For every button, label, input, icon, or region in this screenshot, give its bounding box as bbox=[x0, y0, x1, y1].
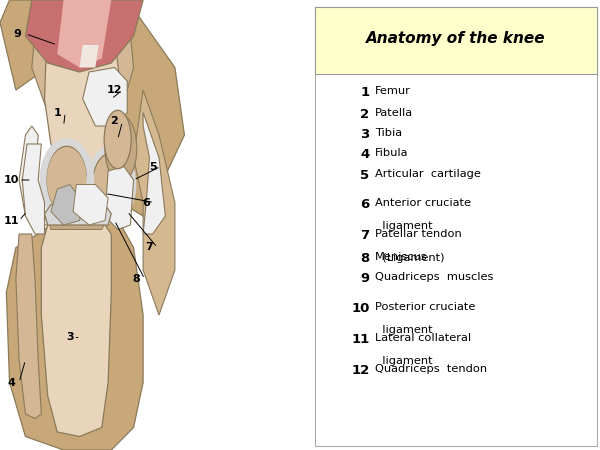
Text: ligament: ligament bbox=[376, 356, 433, 366]
Text: ligament: ligament bbox=[376, 221, 433, 231]
Polygon shape bbox=[134, 90, 175, 315]
Text: Patella: Patella bbox=[376, 108, 413, 118]
Text: (Ligament): (Ligament) bbox=[376, 253, 445, 263]
Text: Quadriceps  tendon: Quadriceps tendon bbox=[376, 364, 487, 374]
Text: Patellar tendon: Patellar tendon bbox=[376, 230, 462, 239]
Text: 2: 2 bbox=[110, 117, 118, 126]
Text: 12: 12 bbox=[352, 364, 370, 378]
Polygon shape bbox=[83, 68, 127, 126]
Text: 5: 5 bbox=[149, 162, 157, 171]
Text: ligament: ligament bbox=[376, 325, 433, 335]
Text: 2: 2 bbox=[361, 108, 370, 121]
Text: Meniscus: Meniscus bbox=[376, 252, 428, 262]
Polygon shape bbox=[16, 234, 41, 418]
Polygon shape bbox=[44, 205, 112, 225]
Text: 9: 9 bbox=[361, 272, 370, 285]
Ellipse shape bbox=[46, 146, 88, 214]
Ellipse shape bbox=[105, 115, 137, 182]
Text: 7: 7 bbox=[361, 230, 370, 243]
Text: Anterior cruciate: Anterior cruciate bbox=[376, 198, 472, 208]
Text: Quadriceps  muscles: Quadriceps muscles bbox=[376, 272, 494, 282]
FancyBboxPatch shape bbox=[315, 7, 597, 74]
Text: Articular  cartilage: Articular cartilage bbox=[376, 169, 481, 179]
Text: 1: 1 bbox=[53, 108, 61, 117]
Text: 7: 7 bbox=[146, 243, 154, 252]
Polygon shape bbox=[0, 0, 184, 216]
Polygon shape bbox=[7, 216, 143, 450]
Polygon shape bbox=[25, 0, 143, 72]
Polygon shape bbox=[57, 206, 92, 220]
Text: 3: 3 bbox=[66, 333, 74, 342]
Ellipse shape bbox=[104, 110, 131, 169]
Text: 8: 8 bbox=[133, 274, 140, 284]
Polygon shape bbox=[73, 184, 108, 225]
Text: 11: 11 bbox=[352, 333, 370, 346]
Text: 9: 9 bbox=[14, 29, 22, 39]
Text: Anatomy of the knee: Anatomy of the knee bbox=[366, 31, 546, 46]
Text: 4: 4 bbox=[7, 378, 15, 387]
Polygon shape bbox=[48, 207, 108, 230]
Text: 10: 10 bbox=[4, 175, 19, 185]
Text: 10: 10 bbox=[351, 302, 370, 315]
Polygon shape bbox=[79, 45, 98, 68]
Polygon shape bbox=[41, 216, 112, 436]
Polygon shape bbox=[22, 144, 44, 234]
Polygon shape bbox=[143, 112, 166, 234]
Text: Posterior cruciate: Posterior cruciate bbox=[376, 302, 476, 311]
Polygon shape bbox=[51, 184, 83, 225]
Text: Tibia: Tibia bbox=[376, 128, 403, 138]
Text: 1: 1 bbox=[361, 86, 370, 99]
Text: 12: 12 bbox=[107, 85, 122, 95]
Text: Fibula: Fibula bbox=[376, 148, 409, 158]
FancyBboxPatch shape bbox=[315, 7, 597, 446]
Text: 3: 3 bbox=[361, 128, 370, 141]
Text: 5: 5 bbox=[361, 169, 370, 182]
Ellipse shape bbox=[92, 153, 130, 216]
Text: 6: 6 bbox=[361, 198, 370, 211]
Text: Lateral collateral: Lateral collateral bbox=[376, 333, 472, 343]
Text: 11: 11 bbox=[4, 216, 19, 225]
Text: 6: 6 bbox=[142, 198, 150, 207]
Polygon shape bbox=[57, 0, 112, 68]
Polygon shape bbox=[32, 0, 134, 135]
Polygon shape bbox=[44, 9, 121, 180]
Text: Femur: Femur bbox=[376, 86, 411, 95]
Polygon shape bbox=[105, 166, 134, 230]
Text: 4: 4 bbox=[361, 148, 370, 162]
Text: 8: 8 bbox=[361, 252, 370, 265]
Polygon shape bbox=[19, 126, 48, 225]
